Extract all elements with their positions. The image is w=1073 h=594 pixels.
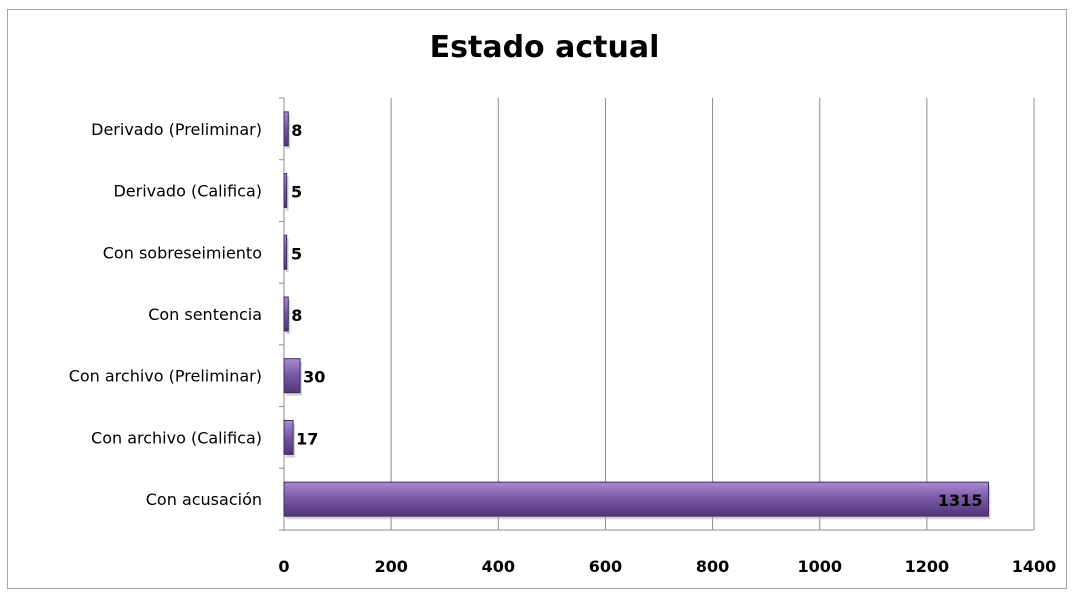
x-tick-label: 800 xyxy=(696,557,729,576)
category-label: Con acusación xyxy=(146,490,262,509)
data-label: 5 xyxy=(291,244,302,263)
data-label: 17 xyxy=(296,429,318,448)
category-label: Con archivo (Preliminar) xyxy=(69,367,262,386)
bar xyxy=(283,296,289,332)
category-label: Derivado (Califica) xyxy=(113,182,262,201)
category-label: Con sentencia xyxy=(148,305,262,324)
bar xyxy=(283,481,989,517)
data-label: 30 xyxy=(303,368,325,387)
bar xyxy=(283,111,289,147)
bar xyxy=(283,234,288,270)
x-tick-label: 1400 xyxy=(1012,557,1057,576)
data-label: 8 xyxy=(291,306,302,325)
bar xyxy=(283,173,288,209)
data-label: 5 xyxy=(291,183,302,202)
x-tick-label: 200 xyxy=(374,557,407,576)
x-tick-label: 400 xyxy=(482,557,515,576)
bar-shadow xyxy=(286,176,289,211)
chart-title: Estado actual xyxy=(429,30,660,65)
x-tick-label: 0 xyxy=(278,557,289,576)
data-label: 8 xyxy=(291,121,302,140)
x-tick-label: 600 xyxy=(589,557,622,576)
bar xyxy=(283,419,294,455)
x-tick-label: 1000 xyxy=(797,557,842,576)
category-label: Derivado (Preliminar) xyxy=(91,120,262,139)
bar xyxy=(283,358,301,394)
data-label: 1315 xyxy=(938,491,983,510)
category-label: Con sobreseimiento xyxy=(103,243,262,262)
x-tick-label: 1200 xyxy=(905,557,950,576)
category-label: Con archivo (Califica) xyxy=(91,428,262,447)
bar-shadow xyxy=(286,238,289,273)
